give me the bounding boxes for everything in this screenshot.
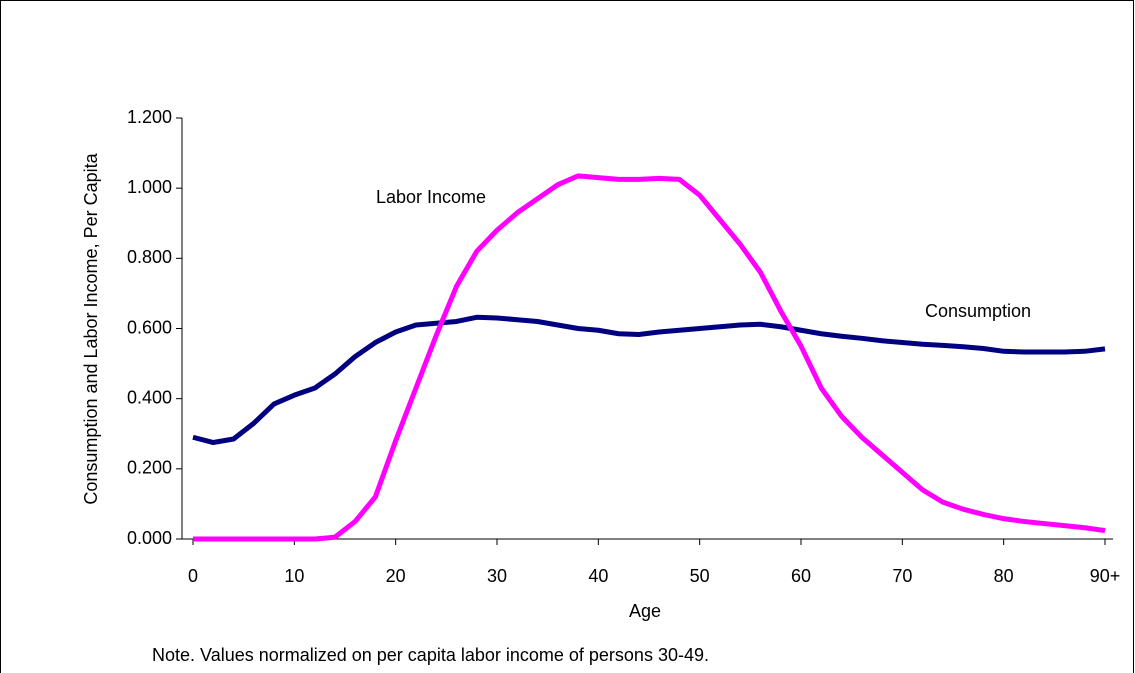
x-tick-label: 10 <box>284 566 304 586</box>
series-label: Labor Income <box>376 187 486 207</box>
x-tick-label: 90+ <box>1090 566 1121 586</box>
y-tick-label: 1.000 <box>127 177 172 197</box>
x-tick-label: 60 <box>791 566 811 586</box>
y-tick-label: 0.000 <box>127 528 172 548</box>
series-label: Consumption <box>925 301 1031 321</box>
x-tick-label: 0 <box>188 566 198 586</box>
x-tick-label: 70 <box>892 566 912 586</box>
x-axis-label: Age <box>629 601 661 621</box>
x-tick-label: 80 <box>994 566 1014 586</box>
x-tick-label: 50 <box>690 566 710 586</box>
x-tick-label: 40 <box>588 566 608 586</box>
y-tick-label: 0.800 <box>127 247 172 267</box>
x-tick-label: 30 <box>487 566 507 586</box>
y-tick-label: 0.400 <box>127 387 172 407</box>
series-line <box>193 173 1106 542</box>
y-tick-label: 1.200 <box>127 107 172 127</box>
y-axis-label: Consumption and Labor Income, Per Capita <box>81 152 101 504</box>
y-tick-label: 0.600 <box>127 317 172 337</box>
x-tick-label: 20 <box>386 566 406 586</box>
series-line <box>192 314 1106 446</box>
note: Note. Values normalized on per capita la… <box>152 645 709 665</box>
y-tick-label: 0.200 <box>127 458 172 478</box>
